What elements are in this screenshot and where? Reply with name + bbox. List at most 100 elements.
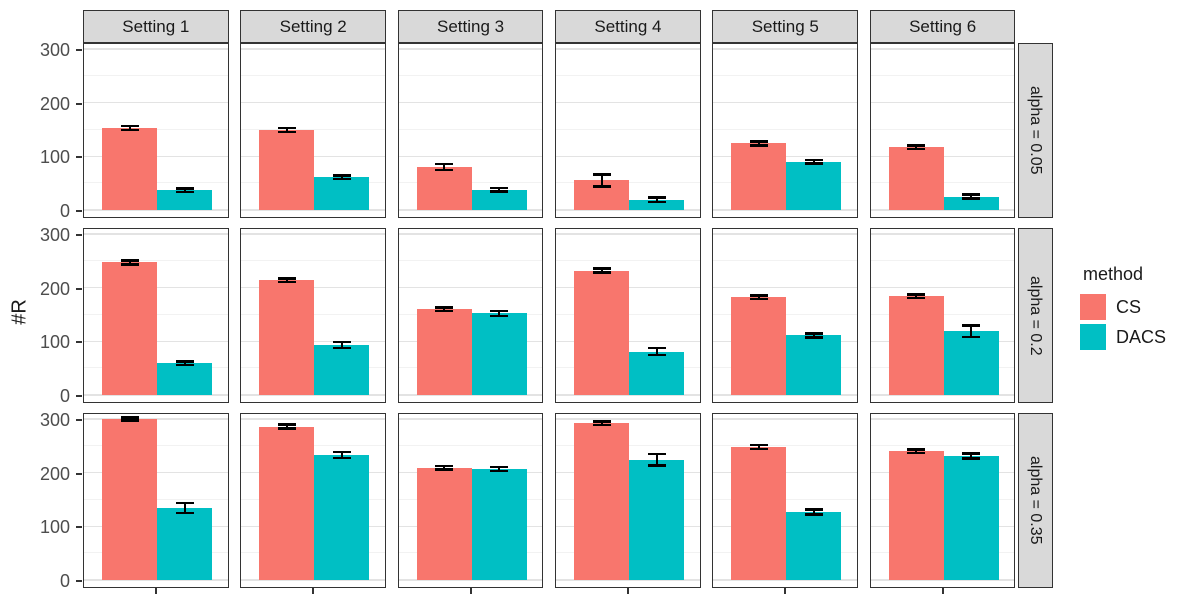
errorbar-cap-top [804, 158, 823, 162]
gridline-major [398, 233, 543, 235]
errorbar-line [915, 145, 918, 149]
y-tick-mark [76, 472, 82, 475]
errorbar-line [600, 268, 603, 273]
errorbar-cap-top [804, 332, 823, 335]
errorbar-cap-bottom [907, 451, 926, 455]
legend-item-dacs: DACS [1080, 324, 1166, 350]
bar-cs [416, 467, 472, 580]
bar-cs [259, 130, 315, 210]
facet-column-strip: Setting 1 [83, 10, 229, 43]
gridline-major [713, 233, 858, 235]
errorbar-line [757, 445, 760, 449]
errorbar-line [915, 449, 918, 453]
gridline-major [241, 418, 386, 420]
facet-panel [555, 43, 701, 218]
y-tick-mark [76, 102, 82, 105]
gridline-major [398, 209, 543, 211]
gridline-major [241, 394, 386, 396]
errorbar-cap-top [962, 193, 981, 196]
gridline-major [556, 233, 700, 235]
errorbar-cap-top [907, 448, 926, 451]
bar-dacs [157, 508, 212, 580]
legend: method CS DACS [1080, 264, 1166, 354]
gridline-major [713, 101, 858, 104]
gridline-minor [713, 444, 858, 446]
errorbar-cap-top [647, 452, 666, 456]
y-tick-mark [76, 287, 82, 290]
y-tick-mark [76, 419, 82, 421]
bar-cs [259, 280, 315, 395]
errorbar-line [600, 421, 603, 425]
gridline-major [713, 394, 858, 396]
errorbar-cap-bottom [120, 263, 139, 266]
gridline-minor [398, 259, 543, 261]
errorbar-cap-bottom [332, 456, 351, 460]
errorbar-cap-bottom [647, 200, 666, 204]
gridline-major [398, 155, 543, 158]
errorbar-cap-top [277, 277, 296, 280]
gridline-minor [556, 128, 700, 130]
errorbar-cap-top [962, 324, 981, 327]
errorbar-line [183, 503, 186, 513]
y-tick-label: 0 [59, 386, 70, 406]
facet-panel [712, 413, 859, 588]
gridline-major [241, 579, 386, 581]
bar-cs [888, 147, 944, 210]
gridline-major [241, 101, 386, 104]
errorbar-line [757, 141, 760, 146]
gridline-minor [713, 74, 858, 76]
errorbar-cap-bottom [749, 144, 768, 147]
y-tick-mark [76, 395, 82, 397]
gridline-major [556, 418, 700, 420]
bar-cs [731, 297, 787, 395]
errorbar-cap-bottom [332, 346, 351, 350]
gridline-major [398, 101, 543, 104]
y-tick-label: 200 [39, 278, 70, 299]
bar-dacs [314, 177, 370, 210]
gridline-minor [713, 259, 858, 261]
y-tick-label: 0 [59, 571, 70, 591]
gridline-major [713, 579, 858, 581]
legend-label-dacs: DACS [1116, 327, 1167, 347]
errorbar-line [915, 294, 918, 298]
errorbar-cap-top [277, 126, 296, 130]
facet-panel [397, 228, 544, 403]
errorbar-line [970, 453, 973, 459]
gridline-major [84, 209, 228, 211]
errorbar-cap-bottom [277, 130, 296, 134]
errorbar-cap-bottom [120, 128, 139, 131]
bar-dacs [314, 454, 370, 580]
x-tick-mark [154, 588, 157, 594]
legend-swatch-dacs [1080, 324, 1106, 350]
errorbar-line [340, 452, 343, 458]
y-tick-label: 300 [39, 225, 70, 245]
errorbar-cap-bottom [804, 513, 823, 516]
x-tick-mark [626, 588, 629, 594]
y-tick-label: 100 [39, 147, 70, 168]
bar-cs [259, 426, 315, 580]
facet-panel [869, 43, 1016, 218]
errorbar-cap-bottom [120, 419, 139, 422]
y-tick-mark [76, 234, 82, 236]
errorbar-cap-bottom [749, 297, 768, 301]
errorbar-line [183, 361, 186, 365]
bar-cs [731, 446, 787, 580]
facet-panel [712, 228, 859, 403]
gridline-major [870, 418, 1015, 420]
errorbar-line [340, 342, 343, 348]
facet-panel [869, 228, 1016, 403]
errorbar-cap-bottom [962, 457, 981, 460]
errorbar-cap-bottom [592, 185, 611, 188]
errorbar-cap-top [804, 508, 823, 511]
bar-cs [574, 423, 630, 580]
errorbar-line [970, 194, 973, 199]
y-tick-mark [76, 580, 82, 582]
errorbar-cap-bottom [175, 363, 194, 367]
bar-dacs [314, 345, 370, 395]
facet-column-strip: Setting 6 [869, 10, 1016, 43]
bar-cs [416, 309, 472, 395]
errorbar-cap-bottom [749, 447, 768, 451]
bar-cs [888, 296, 944, 395]
errorbar-line [498, 311, 501, 316]
gridline-major [713, 286, 858, 289]
